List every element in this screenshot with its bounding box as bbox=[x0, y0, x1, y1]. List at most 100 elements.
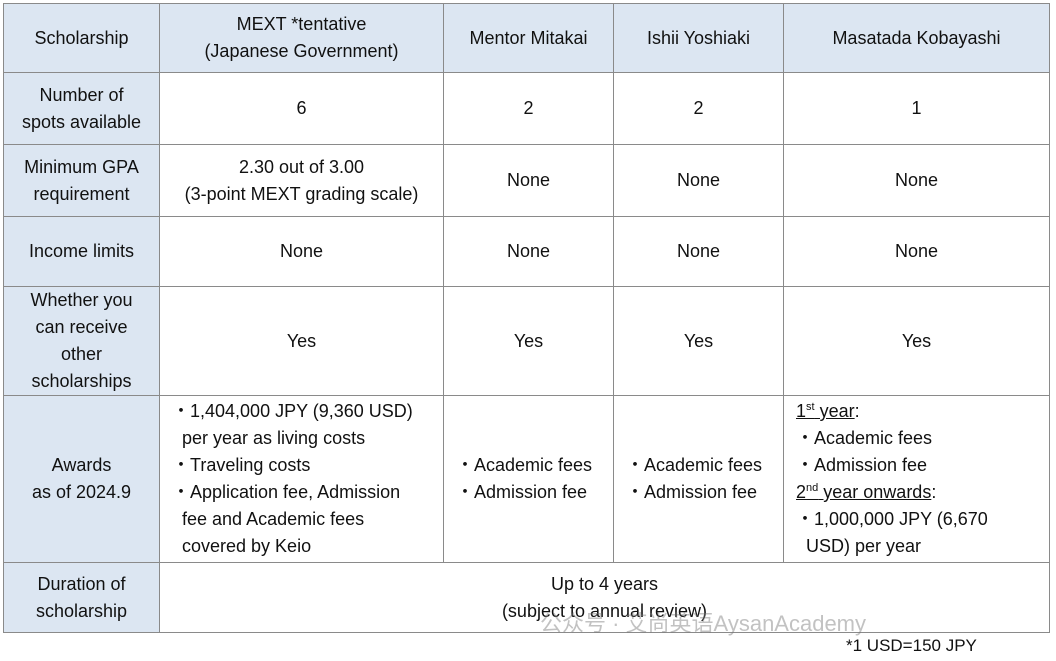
cell-line: Up to 4 years bbox=[550, 573, 659, 594]
cell-line: 6 bbox=[296, 98, 307, 118]
table-cell: None bbox=[613, 144, 784, 217]
row-label: Number of spots available bbox=[3, 72, 160, 145]
row-label: Whether you can receive other scholarships bbox=[3, 286, 160, 396]
cell-line: ・Application fee, Admission bbox=[172, 482, 401, 502]
cell-line: Masatada Kobayashi bbox=[832, 27, 1001, 48]
table-cell: 1 bbox=[783, 72, 1050, 145]
cell-line: ・Admission fee bbox=[796, 455, 928, 475]
cell-line: 2nd year onwards: bbox=[796, 479, 1043, 506]
cell-line: Number of bbox=[39, 84, 124, 105]
cell-line: None bbox=[676, 241, 721, 261]
table-cell: None bbox=[783, 216, 1050, 287]
cell-line: ・1,000,000 JPY (6,670 bbox=[796, 509, 988, 529]
cell-line: can receive bbox=[35, 317, 128, 337]
cell-line: (Japanese Government) bbox=[204, 41, 399, 61]
cell-line: other bbox=[60, 344, 103, 364]
cell-line: Scholarship bbox=[34, 27, 129, 48]
cell-line: scholarship bbox=[35, 600, 128, 621]
table-cell: None bbox=[783, 144, 1050, 217]
table-cell: Yes bbox=[783, 286, 1050, 396]
table-cell: None bbox=[443, 144, 614, 217]
table-cell: 6 bbox=[159, 72, 444, 145]
cell-line: Yes bbox=[513, 330, 544, 351]
table-cell: 2 bbox=[443, 72, 614, 145]
cell-line: per year as living costs bbox=[182, 428, 366, 448]
table-row: Number of spots available 6 2 2 1 bbox=[3, 72, 1050, 145]
cell-line: Yes bbox=[901, 330, 932, 351]
heading-sup: st bbox=[806, 401, 815, 413]
scholarship-table: Scholarship MEXT *tentative (Japanese Gove… bbox=[3, 3, 1050, 633]
row-label: Duration of scholarship bbox=[3, 562, 160, 633]
table-cell: Yes bbox=[159, 286, 444, 396]
cell-line: 2 bbox=[693, 98, 704, 118]
table-cell: Yes bbox=[443, 286, 614, 396]
cell-line: None bbox=[506, 241, 551, 261]
table-cell: 1st year: ・Academic fees ・Admission fee 2nd… bbox=[783, 395, 1050, 563]
cell-line: ・Academic fees bbox=[626, 455, 763, 475]
cell-line: 2.30 out of 3.00 bbox=[238, 156, 365, 177]
heading-tail: year bbox=[814, 401, 855, 421]
cell-line: None bbox=[506, 170, 551, 190]
cell-line: spots available bbox=[21, 111, 142, 132]
table-cell: ・1,404,000 JPY (9,360 USD) per year as li… bbox=[159, 395, 444, 563]
heading-main: 1 bbox=[796, 401, 807, 421]
row-label: Income limits bbox=[3, 216, 160, 287]
table-cell: ・Academic fees ・Admission fee bbox=[443, 395, 614, 563]
cell-line: USD) per year bbox=[806, 536, 922, 556]
table-cell: Yes bbox=[613, 286, 784, 396]
watermark: 公众号 · 艾尚英语AysanAcademy bbox=[540, 611, 867, 636]
cell-line: None bbox=[676, 170, 721, 190]
row-label: Minimum GPA requirement bbox=[3, 144, 160, 217]
cell-line: Yes bbox=[286, 330, 317, 351]
cell-line: None bbox=[279, 241, 324, 261]
header-cell: Ishii Yoshiaki bbox=[613, 3, 784, 73]
table-cell: 2 bbox=[613, 72, 784, 145]
heading-sup: nd bbox=[806, 482, 819, 494]
heading-colon: : bbox=[931, 482, 937, 502]
header-row: Scholarship MEXT *tentative (Japanese Gove… bbox=[3, 3, 1050, 73]
cell-line: 1st year: bbox=[796, 398, 1043, 425]
table-cell: ・Academic fees ・Admission fee bbox=[613, 395, 784, 563]
table-cell: None bbox=[613, 216, 784, 287]
cell-line: (subject to annual review) bbox=[501, 600, 708, 621]
underlined-heading: 2nd year onwards bbox=[796, 482, 931, 502]
cell-line: 1 bbox=[911, 98, 922, 118]
table-row: Minimum GPA requirement 2.30 out of 3.00 (3… bbox=[3, 144, 1050, 217]
cell-line: ・Admission fee bbox=[626, 482, 758, 502]
cell-line: ・Academic fees bbox=[456, 455, 593, 475]
cell-line: Awards bbox=[51, 455, 112, 475]
table-row: Duration of scholarship Up to 4 years (subj… bbox=[3, 562, 1050, 633]
cell-line: 2 bbox=[523, 98, 534, 118]
heading-colon: : bbox=[854, 401, 860, 421]
cell-line: as of 2024.9 bbox=[31, 482, 132, 502]
cell-line: Minimum GPA bbox=[24, 156, 139, 177]
table-cell: None bbox=[159, 216, 444, 287]
cell-line: (3-point MEXT grading scale) bbox=[184, 183, 419, 204]
cell-line: None bbox=[894, 170, 939, 190]
cell-line: fee and Academic fees bbox=[182, 509, 365, 529]
header-cell: Scholarship bbox=[3, 3, 160, 73]
header-cell: Mentor Mitakai bbox=[443, 3, 614, 73]
table-cell: None bbox=[443, 216, 614, 287]
table-row: Income limits None None None None bbox=[3, 216, 1050, 287]
table-row: Whether you can receive other scholarships Y… bbox=[3, 286, 1050, 396]
cell-line: Whether you bbox=[30, 290, 133, 310]
heading-tail: year onwards bbox=[818, 482, 932, 502]
table-cell: 2.30 out of 3.00 (3-point MEXT grading sc… bbox=[159, 144, 444, 217]
underlined-heading: 1st year bbox=[796, 401, 855, 421]
cell-line: ・Admission fee bbox=[456, 482, 588, 502]
header-cell: MEXT *tentative (Japanese Government) bbox=[159, 3, 444, 73]
cell-line: covered by Keio bbox=[182, 536, 312, 556]
cell-line: None bbox=[894, 241, 939, 261]
footnote: *1 USD=150 JPY bbox=[846, 636, 977, 655]
table-row: Awards as of 2024.9 ・1,404,000 JPY (9,360 … bbox=[3, 395, 1050, 563]
cell-line: MEXT *tentative bbox=[236, 14, 367, 34]
heading-main: 2 bbox=[796, 482, 807, 502]
header-cell: Masatada Kobayashi bbox=[783, 3, 1050, 73]
cell-line: scholarships bbox=[31, 371, 132, 391]
table-cell: Up to 4 years (subject to annual review) bbox=[159, 562, 1050, 633]
cell-line: ・1,404,000 JPY (9,360 USD) bbox=[172, 401, 413, 421]
row-label: Awards as of 2024.9 bbox=[3, 395, 160, 563]
cell-line: Ishii Yoshiaki bbox=[646, 27, 751, 48]
cell-line: requirement bbox=[33, 183, 130, 204]
